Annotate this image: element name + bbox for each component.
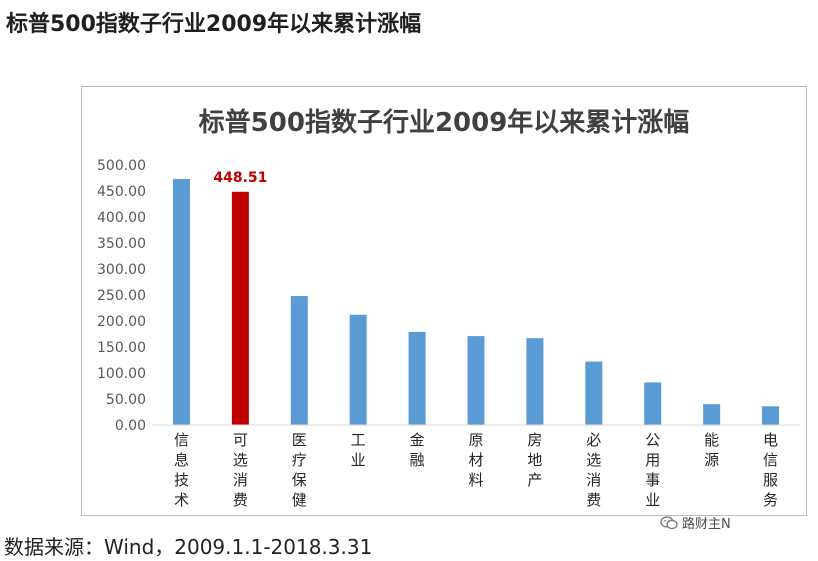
bar [408,331,426,425]
data-label: 448.51 [213,170,267,186]
x-tick-label: 原材料 [468,431,483,489]
y-tick-label: 450.00 [97,184,146,200]
bar [467,336,485,425]
y-tick-label: 200.00 [97,314,146,330]
y-tick-label: 350.00 [97,236,146,252]
bar [349,314,367,425]
y-tick-label: 0.00 [115,418,146,434]
chart-frame: 标普500指数子行业2009年以来累计涨幅 0.00 50.00 100.00 150… [81,86,807,516]
x-tick-label: 电信服务 [763,431,778,509]
bar [526,338,544,425]
x-tick-label: 能源 [704,431,719,469]
bar-chart: 标普500指数子行业2009年以来累计涨幅 0.00 50.00 100.00 150… [97,107,800,509]
x-tick-label: 工业 [351,431,366,469]
bar [703,404,721,425]
chart-title: 标普500指数子行业2009年以来累计涨幅 [199,107,690,138]
y-tick-label: 300.00 [97,262,146,278]
page-title: 标普500指数子行业2009年以来累计涨幅 [6,12,422,37]
source-note: 数据来源：Wind，2009.1.1-2018.3.31 [4,535,373,559]
x-tick-label: 信息技术 [174,431,189,509]
bar [172,179,190,425]
x-tick-label: 房地产 [527,431,542,489]
bar [231,191,249,425]
y-axis-ticks: 0.00 50.00 100.00 150.00 200.00 250.00 300.00 3… [97,158,146,434]
bar [290,296,308,425]
bar [762,406,780,425]
y-tick-label: 50.00 [106,392,146,408]
x-tick-label: 可选消费 [233,431,248,509]
y-tick-label: 500.00 [97,158,146,174]
bar [644,382,662,425]
bar [585,361,603,425]
x-tick-label: 必选消费 [586,431,601,509]
y-tick-label: 400.00 [97,210,146,226]
x-axis-labels: 信息技术 可选消费 医疗保健 工业 金融 原材料 房地产 必选消费 公用事业 能源 电信服务 [174,431,778,509]
bar-series [172,179,780,425]
y-tick-label: 150.00 [97,340,146,356]
wechat-icon [660,515,678,529]
x-tick-label: 金融 [410,431,425,469]
watermark-text: 路财主N [682,517,731,532]
x-tick-label: 公用事业 [645,431,660,509]
y-tick-label: 250.00 [97,288,146,304]
x-tick-label: 医疗保健 [292,431,307,509]
watermark: 路财主N [660,513,731,532]
y-tick-label: 100.00 [97,366,146,382]
data-labels: 448.51 [213,170,267,186]
